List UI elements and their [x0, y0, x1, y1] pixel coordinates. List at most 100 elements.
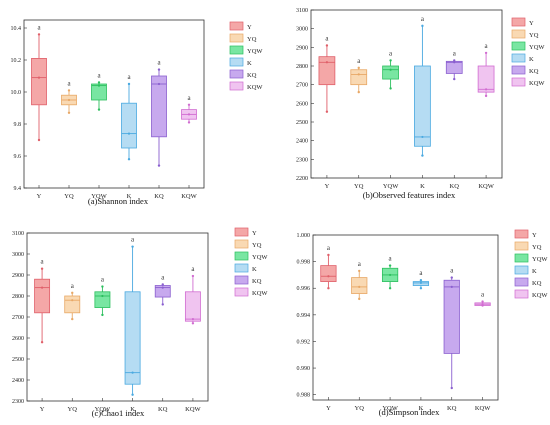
- y-tick-label: 1.000: [297, 233, 311, 239]
- box-yqw: a: [381, 255, 399, 290]
- max-point: [389, 59, 392, 62]
- max-point: [481, 300, 484, 303]
- median-point: [191, 318, 195, 321]
- x-category-label: KQW: [181, 193, 197, 200]
- legend-label: KQW: [529, 80, 545, 87]
- max-point: [71, 291, 74, 295]
- median-point: [419, 281, 423, 285]
- legend-swatch-yq: [234, 239, 249, 249]
- box-yqw: a: [91, 71, 107, 111]
- box-y: a: [318, 34, 336, 113]
- median-point: [357, 73, 360, 76]
- box-kq: a: [443, 267, 460, 390]
- box-kqw: a: [474, 291, 491, 307]
- max-point: [419, 279, 423, 282]
- min-point: [327, 287, 330, 290]
- median-point: [325, 61, 329, 64]
- min-point: [481, 304, 484, 307]
- significance-letter: a: [358, 260, 362, 268]
- plot-frame: [312, 234, 499, 401]
- x-category-label: K: [420, 183, 425, 190]
- significance-letter: a: [389, 49, 393, 57]
- median-point: [37, 76, 41, 79]
- y-tick-label: 10.4: [11, 26, 22, 32]
- legend-swatch-kqw: [229, 81, 244, 91]
- median-point: [453, 61, 456, 64]
- min-point: [357, 90, 360, 94]
- significance-letter: a: [485, 42, 489, 50]
- min-point: [484, 94, 488, 98]
- legend-label: KQ: [532, 280, 542, 287]
- significance-letter: a: [37, 23, 41, 31]
- significance-letter: a: [327, 244, 331, 252]
- x-category-label: YQW: [91, 193, 107, 200]
- min-point: [388, 287, 392, 290]
- y-tick-label: 3000: [12, 252, 24, 258]
- x-category-label: YQ: [64, 193, 74, 200]
- box-kqw: a: [477, 42, 495, 98]
- min-point: [161, 303, 164, 306]
- legend-label: YQW: [252, 254, 268, 261]
- y-tick-label: 2500: [12, 357, 24, 363]
- y-tick-label: 3100: [296, 8, 308, 14]
- box-k: a: [124, 236, 141, 396]
- median-point: [157, 82, 161, 86]
- plot-frame: [310, 9, 503, 179]
- min-point: [71, 317, 74, 321]
- median-point: [127, 132, 131, 135]
- y-tick-label: 10.2: [11, 58, 22, 64]
- legend-swatch-yqw: [511, 41, 526, 51]
- shannon-index-panel: 9.49.69.810.010.210.4 aYaYQaYQWaKaKQaKQWY…: [11, 19, 263, 206]
- box-kq: a: [154, 273, 171, 306]
- y-tick-label: 9.6: [14, 154, 22, 160]
- max-point: [191, 274, 195, 278]
- max-point: [327, 253, 330, 257]
- min-point: [131, 393, 134, 396]
- y-tick-label: 0.998: [297, 260, 311, 266]
- median-point: [450, 285, 453, 288]
- panel-caption: (a)Shannon index: [88, 196, 149, 206]
- median-point: [484, 88, 488, 91]
- x-category-label: K: [130, 406, 135, 413]
- significance-letter: a: [101, 276, 105, 284]
- legend-swatch-y: [229, 21, 244, 31]
- significance-letter: a: [325, 34, 329, 42]
- legend-swatch-yqw: [514, 253, 529, 263]
- max-point: [97, 81, 101, 84]
- significance-letter: a: [481, 291, 485, 299]
- x-category-label: Y: [326, 405, 331, 412]
- box-body: [414, 65, 431, 147]
- significance-letter: a: [421, 15, 425, 23]
- median-point: [71, 299, 74, 302]
- y-tick-label: 2600: [12, 336, 24, 342]
- box-kqw: a: [184, 265, 201, 325]
- min-point: [389, 87, 392, 90]
- x-category-label: Y: [40, 406, 45, 413]
- x-category-label: K: [127, 193, 132, 200]
- y-tick-label: 0.988: [297, 393, 311, 399]
- median-point: [131, 371, 134, 374]
- box-kq: a: [151, 59, 167, 167]
- legend-swatch-k: [511, 53, 526, 63]
- y-tick-label: 2900: [12, 273, 24, 279]
- significance-letter: a: [389, 255, 393, 263]
- y-tick-label: 2600: [296, 101, 308, 107]
- legend-label: YQ: [247, 36, 257, 43]
- min-point: [101, 313, 104, 317]
- box-yqw: a: [94, 276, 111, 317]
- max-point: [161, 283, 164, 286]
- legend: Y YQ YQW K KQ KQW: [234, 227, 268, 297]
- y-tick-label: 2800: [12, 294, 24, 300]
- box-body: [443, 279, 460, 354]
- median-point: [101, 294, 104, 298]
- x-category-label: KQ: [154, 193, 164, 200]
- x-category-label: YQ: [68, 406, 78, 413]
- y-tick-label: 2300: [296, 157, 308, 163]
- max-point: [388, 264, 392, 267]
- legend-swatch-kq: [229, 69, 244, 79]
- box-yqw: a: [382, 49, 399, 90]
- legend-swatch-kq: [234, 275, 249, 285]
- max-point: [187, 103, 191, 107]
- legend-swatch-k: [514, 265, 529, 275]
- legend-label: KQ: [247, 72, 257, 79]
